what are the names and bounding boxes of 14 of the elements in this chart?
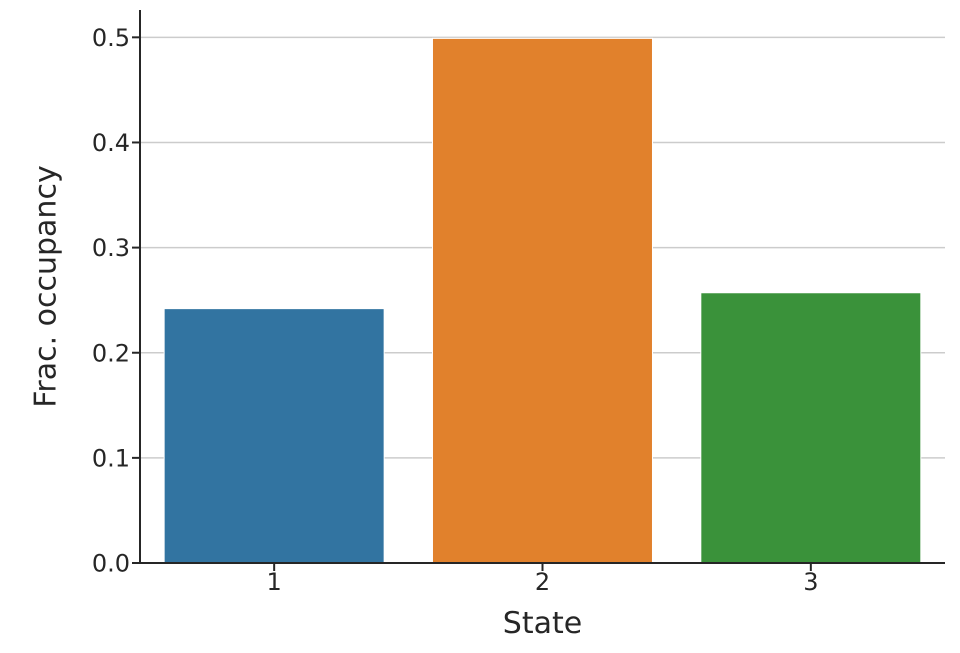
bar — [700, 292, 922, 563]
x-axis-title: State — [502, 606, 582, 641]
y-axis-title: Frac. occupancy — [28, 165, 64, 408]
bar — [432, 38, 653, 563]
x-tick-label: 3 — [803, 568, 818, 596]
x-tick-label: 2 — [534, 568, 550, 596]
x-tick-label: 1 — [266, 568, 282, 596]
y-tick-label: 0.5 — [92, 24, 130, 52]
y-tick-label: 0.3 — [92, 234, 130, 262]
y-tick-label: 0.1 — [92, 444, 130, 472]
y-tick-label: 0.0 — [92, 550, 130, 578]
y-tick-label: 0.2 — [92, 339, 130, 368]
y-tick-label: 0.4 — [92, 128, 130, 157]
bar — [164, 308, 385, 563]
